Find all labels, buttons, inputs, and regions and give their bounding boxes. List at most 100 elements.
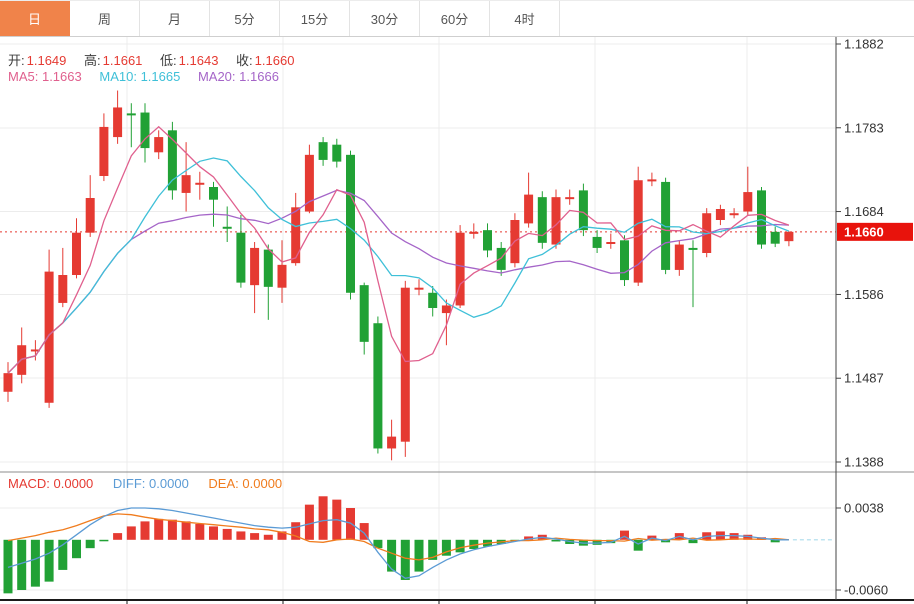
candle-body-down (222, 226, 232, 229)
y-axis-label: 1.1487 (844, 371, 884, 386)
macd-bar-up (524, 536, 534, 540)
macd-bar-up (181, 521, 191, 540)
candle-body-down (167, 130, 177, 191)
tab-day[interactable]: 日 (0, 1, 70, 36)
candle-body-down (263, 249, 273, 287)
diff-line (7, 507, 789, 579)
candle-body-down (537, 197, 547, 243)
macd-bar-up (222, 528, 232, 540)
candle-body-up (85, 198, 95, 233)
candle-body-down (496, 247, 506, 270)
macd-axis-label: -0.0060 (844, 583, 888, 598)
candle-body-down (428, 292, 438, 308)
macd-bar-down (99, 539, 109, 542)
macd-bar-down (373, 539, 383, 549)
candle-body-up (606, 242, 616, 244)
macd-bar-down (387, 539, 397, 572)
candle-body-up (181, 175, 191, 193)
candle-body-up (414, 287, 424, 290)
macd-bar-up (167, 519, 177, 540)
ma10-line (7, 157, 790, 374)
y-axis-label: 1.1586 (844, 287, 884, 302)
candle-body-up (729, 213, 739, 216)
candle-body-up (44, 271, 54, 403)
period-tabbar: 日 周 月 5分 15分 30分 60分 4时 (0, 0, 914, 37)
candle-body-down (359, 285, 369, 342)
y-axis-label: 1.1684 (844, 204, 884, 219)
macd-bar-up (263, 534, 273, 540)
candle-body-up (647, 179, 657, 182)
candle-body-up (551, 197, 561, 245)
tab-60min[interactable]: 60分 (420, 1, 490, 36)
ma10-readout: MA10: 1.1665 (99, 69, 181, 84)
candle-body-down (770, 231, 780, 244)
candle-body-up (304, 154, 314, 212)
candle-body-up (400, 287, 410, 442)
candle-body-up (291, 207, 301, 264)
high-readout: 高: 1.1661 (84, 53, 143, 68)
macd-bar-down (17, 539, 27, 590)
macd-readout: MACD: 0.0000 (8, 476, 94, 491)
macd-bar-up (318, 496, 328, 540)
macd-bar-up (195, 523, 205, 540)
candle-body-up (469, 231, 479, 234)
current-price-tag (837, 222, 913, 241)
tab-month[interactable]: 月 (140, 1, 210, 36)
candle-body-down (757, 190, 766, 245)
tab-5min[interactable]: 5分 (210, 1, 280, 36)
candle-body-up (784, 231, 794, 242)
candle-body-up (58, 275, 68, 303)
macd-bar-down (428, 539, 438, 560)
macd-bar-down (633, 539, 643, 551)
macd-bar-down (592, 539, 602, 545)
tab-30min[interactable]: 30分 (350, 1, 420, 36)
macd-bar-up (359, 523, 369, 540)
macd-bar-up (743, 534, 753, 540)
macd-bar-down (85, 539, 95, 549)
candle-body-down (209, 187, 218, 200)
macd-bar-up (140, 521, 150, 540)
macd-bar-up (729, 533, 739, 540)
candle-body-down (332, 144, 342, 162)
candle-body-up (99, 126, 109, 176)
candle-body-up (455, 232, 465, 306)
candle-body-down (346, 154, 355, 293)
y-axis-label: 1.1882 (844, 37, 884, 52)
macd-bar-down (58, 539, 68, 570)
candle-body-up (30, 349, 40, 352)
macd-legend: MACD: 0.0000 DIFF: 0.0000 DEA: 0.0000 (8, 476, 282, 491)
tab-week[interactable]: 周 (70, 1, 140, 36)
candle-body-down (483, 230, 492, 251)
candle-body-up (674, 244, 684, 270)
candle-body-up (113, 107, 123, 138)
macd-bar-down (44, 539, 54, 582)
ma5-line (7, 125, 790, 374)
macd-bar-down (414, 539, 424, 572)
candle-body-up (441, 305, 451, 314)
candle-body-up (72, 232, 81, 275)
candle-body-down (578, 190, 588, 231)
macd-bar-up (236, 531, 246, 540)
macd-bar-up (113, 533, 123, 540)
macd-bar-up (154, 518, 164, 540)
low-readout: 低: 1.1643 (160, 53, 219, 68)
dea-readout: DEA: 0.0000 (208, 476, 283, 491)
macd-bar-down (469, 539, 479, 549)
ohlc-legend: 开: 1.1649 高: 1.1661 低: 1.1643 收: 1.1660 (8, 50, 308, 69)
candle-body-down (140, 112, 150, 149)
macd-bar-up (620, 530, 629, 540)
candle-body-up (715, 209, 725, 220)
candle-body-up (154, 137, 164, 153)
candle-body-up (250, 247, 260, 286)
tab-15min[interactable]: 15分 (280, 1, 350, 36)
candle-body-down (236, 232, 246, 283)
tab-4hour[interactable]: 4时 (490, 1, 560, 36)
current-price-tag-label: 1.1660 (844, 224, 884, 239)
ma5-readout: MA5: 1.1663 (8, 69, 82, 84)
macd-bar-down (30, 539, 40, 587)
macd-bar-down (400, 539, 410, 580)
macd-bar-down (551, 539, 561, 542)
macd-bar-down (688, 539, 698, 544)
